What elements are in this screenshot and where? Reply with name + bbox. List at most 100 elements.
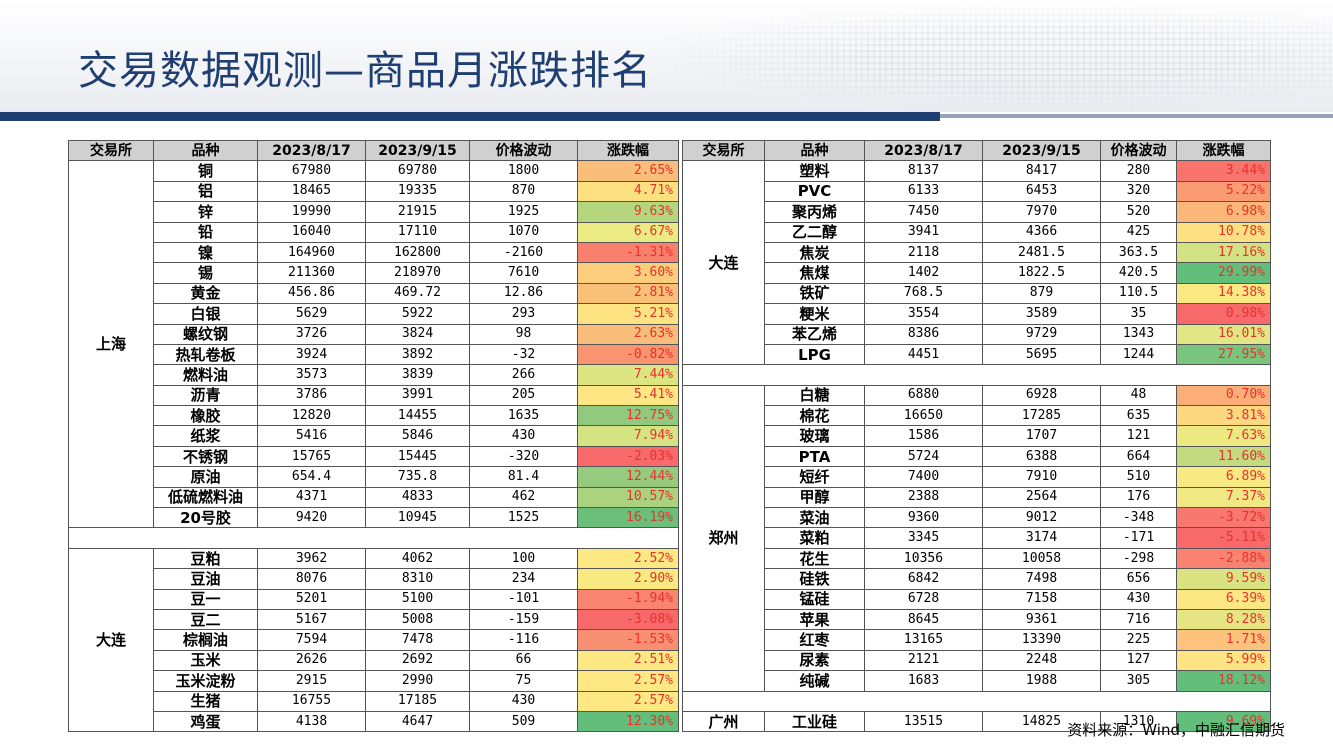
price-change-cell: 48 (1100, 384, 1177, 407)
pct-change-cell: 11.60% (1176, 445, 1271, 468)
table-row: 锡 211360 218970 7610 3.60% (69, 262, 679, 284)
variety-cell: 菜油 (764, 507, 865, 529)
page-title: 交易数据观测—商品月涨跌排名 (78, 48, 652, 94)
table-row: 不锈钢 15765 15445 -320 -2.03% (69, 445, 679, 468)
variety-cell: PVC (764, 180, 865, 203)
price-change-cell: 509 (469, 710, 578, 733)
header-variety: 品种 (153, 139, 258, 162)
pct-change-cell: -1.31% (577, 241, 679, 264)
table-row: 大连 塑料 8137 8417 280 3.44% (682, 160, 1271, 366)
pct-change-cell: -2.03% (577, 445, 679, 468)
pct-change-cell: 10.78% (1176, 221, 1271, 243)
price-start-cell: 19990 (257, 201, 366, 223)
price-start-cell: 13515 (864, 710, 983, 733)
table-row: PTA 5724 6388 664 11.60% (683, 445, 1271, 468)
price-end-cell: 15445 (365, 445, 470, 468)
variety-cell: 硅铁 (764, 568, 865, 590)
pct-change-cell: 2.52% (577, 547, 679, 570)
pct-change-cell: 3.81% (1176, 405, 1271, 427)
pct-change-cell: 9.63% (577, 201, 679, 223)
price-start-cell: 5416 (257, 425, 366, 447)
price-end-cell: 9361 (982, 608, 1101, 631)
variety-cell: 玉米淀粉 (153, 670, 258, 692)
variety-cell: 乙二醇 (764, 221, 865, 243)
price-start-cell: 13165 (864, 629, 983, 651)
price-start-cell: 6842 (864, 568, 983, 590)
table-row: 广州 工业硅 13515 14825 1310 9.69% (682, 710, 1271, 733)
variety-cell: 塑料 (764, 160, 865, 182)
header-exchange: 交易所 (682, 139, 765, 162)
pct-change-cell: 14.38% (1176, 282, 1271, 305)
price-change-cell: 205 (469, 384, 578, 407)
price-change-cell: -348 (1100, 507, 1177, 529)
table-row: 红枣 13165 13390 225 1.71% (683, 629, 1271, 651)
table-row: 鸡蛋 4138 4647 509 12.30% (69, 710, 679, 733)
price-change-cell: 35 (1100, 303, 1177, 325)
variety-cell: 锡 (153, 262, 258, 284)
table-body-right: 大连 塑料 8137 8417 280 3.44% PVC 6133 6453 320 5.22% 聚… (682, 160, 1271, 733)
variety-cell: 低硫燃料油 (153, 486, 258, 509)
block-separator-row (68, 527, 679, 549)
price-start-cell: 8386 (864, 323, 983, 345)
price-end-cell: 1822.5 (982, 262, 1101, 284)
price-change-cell: 121 (1100, 425, 1177, 447)
variety-cell: 豆二 (153, 608, 258, 631)
block-separator (68, 527, 679, 549)
price-start-cell: 16040 (257, 221, 366, 243)
data-source-note: 资料来源：Wind，中融汇信期货 (1067, 721, 1285, 739)
price-change-cell: 656 (1100, 568, 1177, 590)
price-end-cell: 9729 (982, 323, 1101, 345)
price-end-cell: 7910 (982, 466, 1101, 488)
price-end-cell: 3839 (365, 364, 470, 386)
pct-change-cell: 6.67% (577, 221, 679, 243)
block-separator (682, 364, 1271, 386)
price-change-cell: 430 (469, 690, 578, 712)
price-start-cell: 5167 (257, 608, 366, 631)
price-start-cell: 9360 (864, 507, 983, 529)
price-change-cell: 320 (1100, 180, 1177, 203)
table-row: 聚丙烯 7450 7970 520 6.98% (683, 201, 1271, 223)
pct-change-cell: 6.89% (1176, 466, 1271, 488)
commodity-table-left: 交易所 品种 2023/8/17 2023/9/15 价格波动 涨跌幅 上海铜 6… (68, 139, 679, 733)
price-end-cell: 7498 (982, 568, 1101, 590)
pct-change-cell: 7.44% (577, 364, 679, 386)
price-end-cell: 7158 (982, 588, 1101, 610)
table-row: 玉米 2626 2692 66 2.51% (69, 649, 679, 672)
price-change-cell: 110.5 (1100, 282, 1177, 305)
pct-change-cell: 3.44% (1176, 160, 1271, 182)
variety-cell: 红枣 (764, 629, 865, 651)
price-end-cell: 5922 (365, 303, 470, 325)
price-end-cell: 17110 (365, 221, 470, 243)
price-end-cell: 4647 (365, 710, 470, 733)
price-change-cell: 462 (469, 486, 578, 509)
variety-cell: 不锈钢 (153, 445, 258, 468)
pct-change-cell: 17.16% (1176, 241, 1271, 264)
price-end-cell: 2692 (365, 649, 470, 672)
header-date-2: 2023/9/15 (365, 139, 470, 162)
variety-cell: 尿素 (764, 649, 865, 672)
table-row: 豆一 5201 5100 -101 -1.94% (69, 588, 679, 610)
pct-change-cell: 3.60% (577, 262, 679, 284)
exchange-cell: 大连 (682, 160, 765, 366)
table-row: 短纤 7400 7910 510 6.89% (683, 466, 1271, 488)
table-row: 镍 164960 162800 -2160 -1.31% (69, 241, 679, 264)
price-change-cell: 280 (1100, 160, 1177, 182)
price-end-cell: 3174 (982, 527, 1101, 549)
price-start-cell: 12820 (257, 405, 366, 427)
table-row: 铁矿 768.5 879 110.5 14.38% (683, 282, 1271, 305)
pct-change-cell: 1.71% (1176, 629, 1271, 651)
price-start-cell: 768.5 (864, 282, 983, 305)
table-row: 玉米淀粉 2915 2990 75 2.57% (69, 670, 679, 692)
header-exchange: 交易所 (68, 139, 154, 162)
price-start-cell: 4451 (864, 343, 983, 366)
price-end-cell: 1707 (982, 425, 1101, 447)
pct-change-cell: 10.57% (577, 486, 679, 509)
variety-cell: 铝 (153, 180, 258, 203)
table-row: 乙二醇 3941 4366 425 10.78% (683, 221, 1271, 243)
variety-cell: 棕榈油 (153, 629, 258, 651)
price-start-cell: 18465 (257, 180, 366, 203)
pct-change-cell: 16.19% (577, 507, 679, 529)
price-end-cell: 2248 (982, 649, 1101, 672)
price-end-cell: 162800 (365, 241, 470, 264)
price-change-cell: 510 (1100, 466, 1177, 488)
